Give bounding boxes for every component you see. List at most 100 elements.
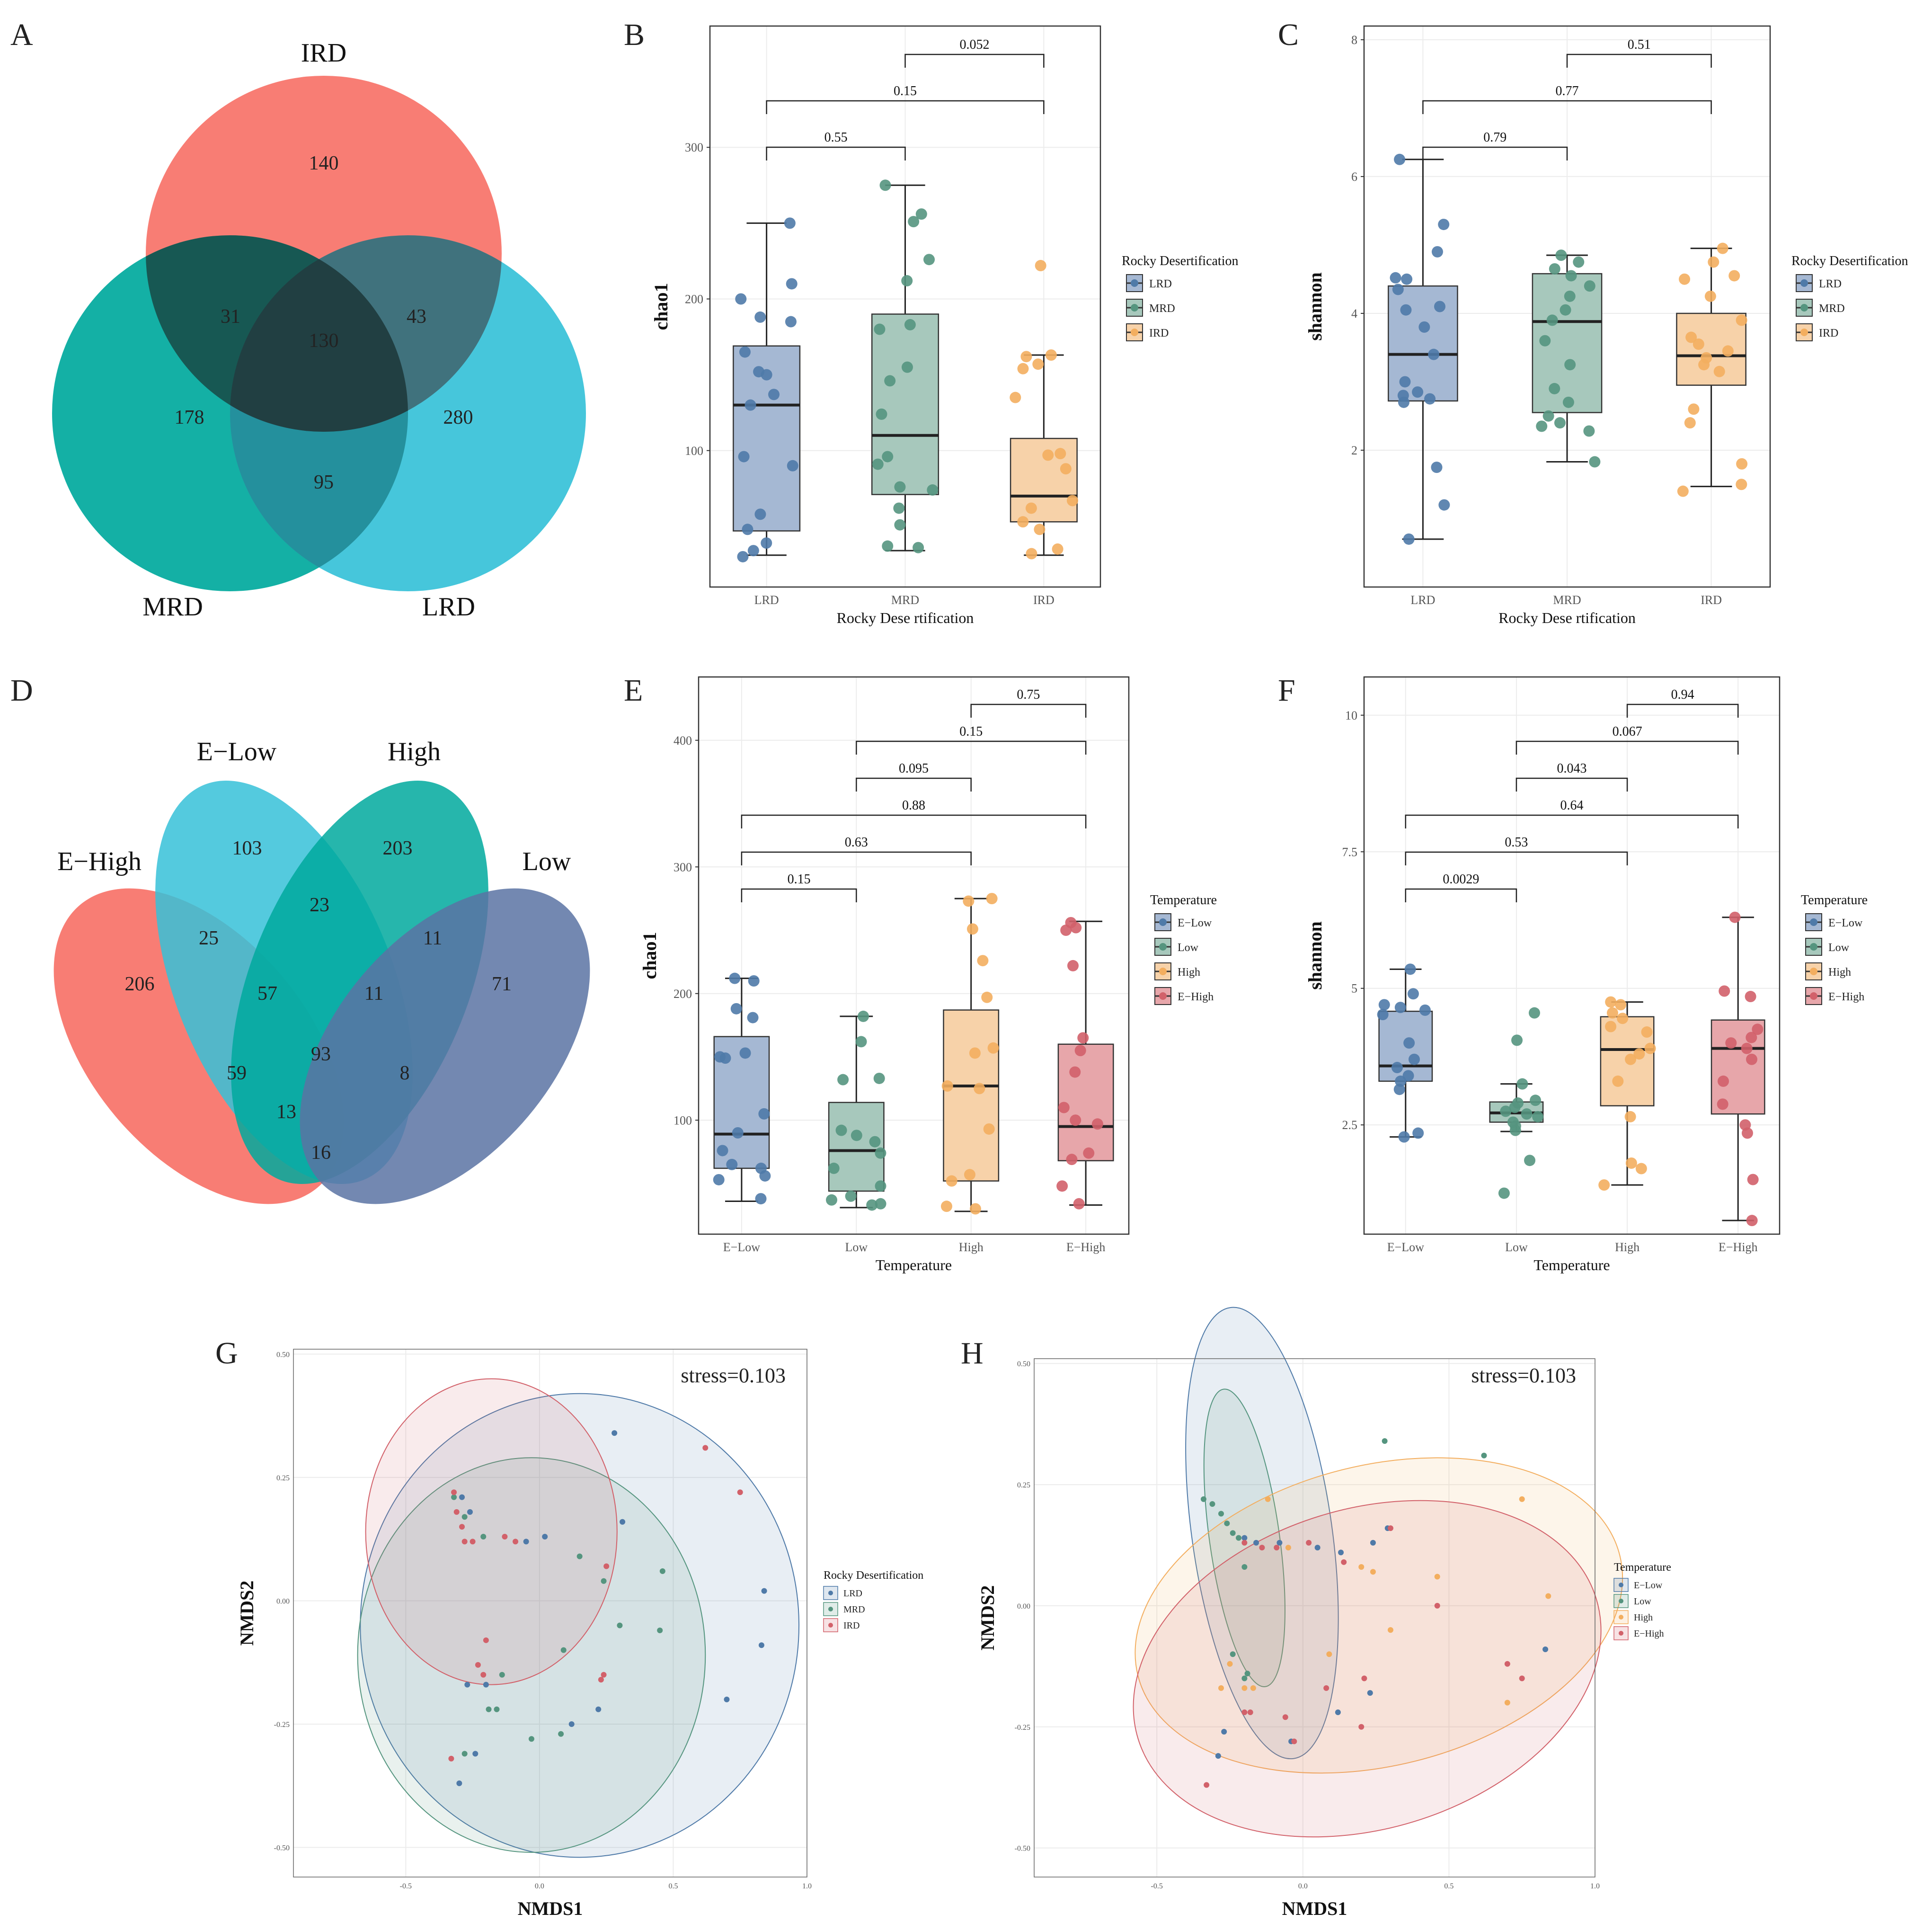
data-point xyxy=(1070,922,1082,934)
data-point xyxy=(1746,1053,1758,1065)
data-point xyxy=(1677,485,1689,497)
venn-a-count-mrd-lrd: 95 xyxy=(314,472,334,493)
data-point xyxy=(1528,1007,1540,1019)
data-point xyxy=(835,1124,847,1136)
y-tick-label: 300 xyxy=(674,860,692,874)
data-point xyxy=(869,1136,881,1148)
data-point xyxy=(1598,1179,1610,1191)
data-point xyxy=(1074,1045,1086,1057)
data-point xyxy=(742,524,753,535)
data-point xyxy=(1066,1154,1078,1166)
x-tick-label: 0.5 xyxy=(668,1882,678,1890)
legend-label: LRD xyxy=(843,1588,862,1599)
venn-a-label-ird: IRD xyxy=(301,38,346,68)
data-point xyxy=(1230,1530,1236,1536)
data-point xyxy=(1060,463,1072,475)
data-point xyxy=(1401,273,1413,285)
data-point xyxy=(1736,479,1747,490)
data-point xyxy=(1584,280,1595,292)
legend-swatch-dot xyxy=(1810,943,1817,951)
data-point xyxy=(1241,1535,1248,1541)
data-point xyxy=(1215,1753,1221,1759)
legend-label: IRD xyxy=(1819,327,1838,339)
data-point xyxy=(1244,1671,1250,1677)
nmds-plot-g: -0.5 0.0 0.5 1.0 0.50 0.25 0.00 -0.25 -0.50 NMDS1… xyxy=(236,1349,923,1919)
data-point xyxy=(1400,304,1412,316)
legend-swatch-dot xyxy=(1131,304,1138,311)
x-axis-title: Temperature xyxy=(876,1256,952,1273)
comparison-bracket xyxy=(856,777,972,792)
y-axis-title: NMDS2 xyxy=(977,1585,998,1651)
p-value-label: 0.55 xyxy=(824,130,848,145)
legend-title: Rocky Desertification xyxy=(1122,254,1238,268)
data-point xyxy=(1392,284,1404,295)
data-point xyxy=(1438,499,1450,511)
y-tick-label: -0.25 xyxy=(1015,1724,1030,1732)
data-point xyxy=(1565,270,1577,282)
data-point xyxy=(1555,249,1567,261)
y-tick-label: 2.5 xyxy=(1342,1118,1358,1132)
data-point xyxy=(483,1682,489,1688)
y-axis-title: chao1 xyxy=(650,283,672,330)
data-point xyxy=(1545,1593,1551,1599)
data-point xyxy=(486,1706,492,1712)
legend-label: Low xyxy=(1828,942,1850,954)
data-point xyxy=(1562,396,1574,408)
data-point xyxy=(617,1622,623,1628)
venn-d-label-low: Low xyxy=(523,847,571,876)
legend-label: IRD xyxy=(1149,327,1169,339)
data-point xyxy=(879,179,891,191)
data-point xyxy=(1055,448,1066,460)
data-point xyxy=(1218,1511,1224,1517)
x-tick-label: 1.0 xyxy=(1590,1882,1600,1890)
venn-d-label-high: High xyxy=(388,737,441,766)
data-point xyxy=(601,1672,607,1678)
y-axis-title: shannon xyxy=(1304,272,1326,341)
box-lrd xyxy=(1388,285,1458,402)
venn-a-count-ird-lrd: 43 xyxy=(407,306,426,328)
comparison-bracket xyxy=(1515,777,1628,792)
data-point xyxy=(595,1706,602,1712)
data-point xyxy=(1387,1525,1393,1531)
box-e−high xyxy=(1057,1043,1114,1162)
data-point xyxy=(1736,458,1748,470)
data-point xyxy=(969,1047,981,1059)
venn-a-label-mrd: MRD xyxy=(142,592,203,622)
p-value-label: 0.15 xyxy=(959,724,983,739)
data-point xyxy=(1752,1023,1764,1035)
legend-swatch-dot xyxy=(1619,1583,1623,1587)
x-axis-title: NMDS1 xyxy=(1282,1898,1347,1919)
data-point xyxy=(1542,410,1554,422)
data-point xyxy=(1224,1520,1230,1526)
data-point xyxy=(758,1642,764,1648)
legend-swatch-dot xyxy=(1619,1631,1623,1636)
data-point xyxy=(461,1514,468,1520)
data-point xyxy=(1747,1174,1759,1185)
data-point xyxy=(901,275,913,287)
data-point xyxy=(1241,1539,1248,1546)
y-tick-label: 0.50 xyxy=(1017,1360,1030,1368)
data-point xyxy=(1091,1118,1103,1130)
data-point xyxy=(1589,456,1601,468)
data-point xyxy=(977,955,989,967)
data-point xyxy=(1564,290,1576,302)
data-point xyxy=(1554,417,1566,429)
data-point xyxy=(1524,1155,1536,1166)
data-point xyxy=(874,323,886,335)
x-tick-label: E−Low xyxy=(1387,1240,1424,1254)
data-point xyxy=(717,1145,728,1157)
x-tick-label: 1.0 xyxy=(802,1882,812,1890)
legend-title: Rocky Desertification xyxy=(824,1569,923,1582)
data-point xyxy=(1509,1102,1521,1113)
legend-swatch-dot xyxy=(1159,943,1167,951)
data-point xyxy=(601,1578,607,1584)
data-point xyxy=(739,1047,751,1059)
stress-label-g: stress=0.103 xyxy=(681,1364,786,1387)
legend-label: LRD xyxy=(1149,278,1172,290)
data-point xyxy=(1403,533,1415,545)
comparison-bracket xyxy=(1422,100,1712,114)
data-point xyxy=(1560,304,1571,316)
legend-swatch-dot xyxy=(1619,1599,1623,1603)
y-tick-label: 10 xyxy=(1345,709,1357,722)
